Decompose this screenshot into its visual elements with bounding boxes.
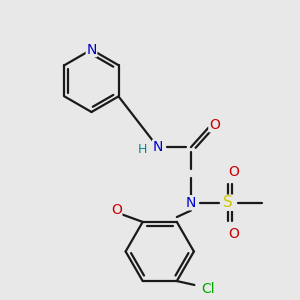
Text: N: N (153, 140, 163, 154)
Text: O: O (209, 118, 220, 132)
Text: S: S (223, 195, 233, 210)
Text: O: O (111, 203, 122, 217)
Text: H: H (137, 142, 147, 156)
Text: Cl: Cl (201, 282, 215, 296)
Text: O: O (228, 164, 239, 178)
Text: O: O (228, 227, 239, 241)
Text: N: N (86, 43, 97, 57)
Text: N: N (186, 196, 196, 210)
